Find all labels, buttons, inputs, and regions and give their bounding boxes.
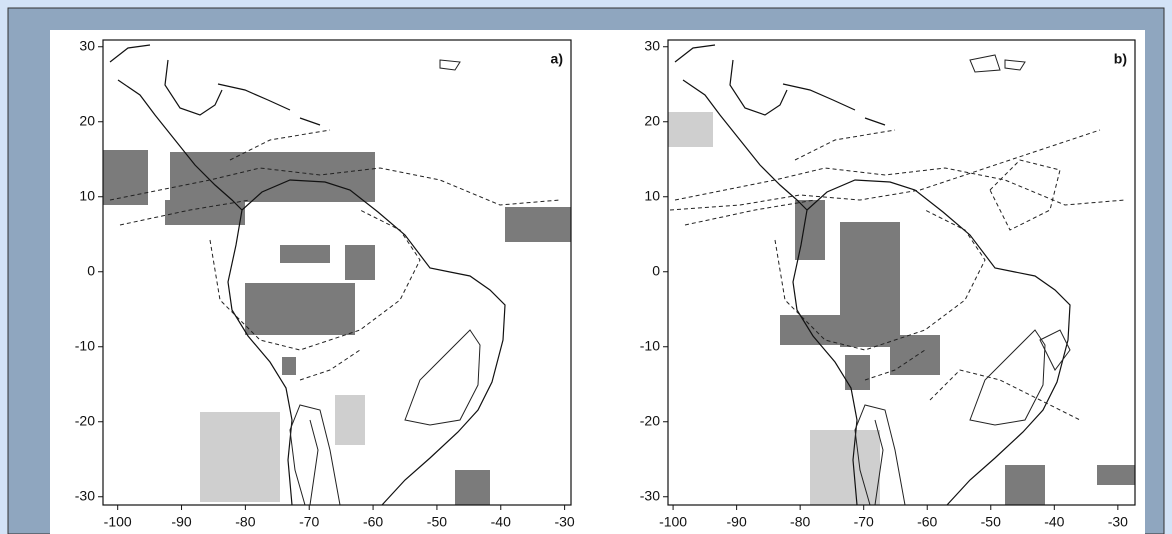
y-tick-label: -30 (75, 487, 95, 503)
x-tick-label: -60 (363, 514, 383, 530)
x-tick-label: -80 (790, 514, 810, 530)
panel-b-map (668, 44, 1135, 506)
x-tick-label: -30 (1108, 514, 1128, 530)
y-tick-label: 30 (644, 37, 660, 53)
x-tick-label: -90 (727, 514, 747, 530)
y-tick-label: 0 (652, 262, 660, 278)
panel-label: a) (551, 51, 563, 67)
panel-label: b) (1114, 51, 1127, 67)
y-tick-label: -10 (640, 337, 660, 353)
y-tick-label: 20 (79, 112, 95, 128)
panel-a-map (103, 44, 571, 506)
x-tick-label: -100 (104, 514, 132, 530)
y-tick-label: 0 (87, 262, 95, 278)
y-tick-label: 20 (644, 112, 660, 128)
y-tick-label: 30 (79, 37, 95, 53)
x-tick-label: -40 (1044, 514, 1064, 530)
plot-frame (667, 39, 1136, 506)
y-tick-label: -10 (75, 337, 95, 353)
y-tick-label: 10 (644, 187, 660, 203)
x-tick-label: -40 (491, 514, 511, 530)
y-tick-label: -30 (640, 487, 660, 503)
x-tick-label: -70 (299, 514, 319, 530)
x-tick-label: -80 (235, 514, 255, 530)
y-tick-label: 10 (79, 187, 95, 203)
plot-frame (102, 39, 572, 506)
x-tick-label: -60 (917, 514, 937, 530)
x-tick-label: -50 (427, 514, 447, 530)
x-tick-label: -100 (659, 514, 687, 530)
y-tick-label: -20 (640, 412, 660, 428)
x-tick-label: -90 (171, 514, 191, 530)
x-tick-label: -70 (854, 514, 874, 530)
x-tick-label: -30 (554, 514, 574, 530)
x-tick-label: -50 (981, 514, 1001, 530)
y-tick-label: -20 (75, 412, 95, 428)
